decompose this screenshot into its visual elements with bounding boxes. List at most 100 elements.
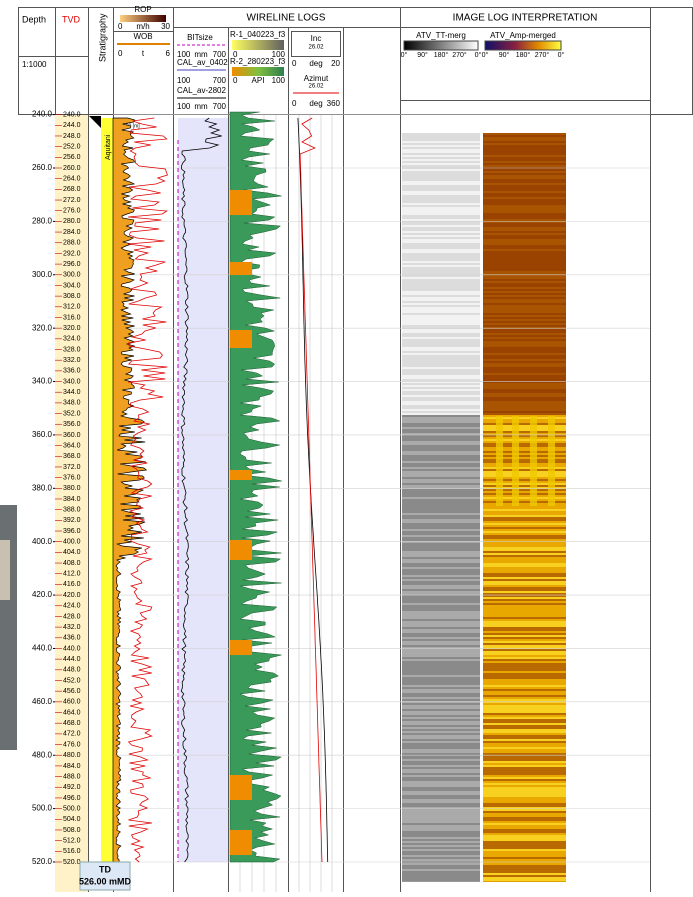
tvd-label: 504.0 [63,816,81,823]
tvd-label: 348.0 [63,400,81,407]
td-box [79,861,131,891]
scale-min: 0 [292,59,297,68]
scale-tick: 90° [499,51,510,59]
wob-curve [127,117,169,863]
scale-min: 0 [292,99,297,108]
scale-min: 100 [177,50,191,59]
formation-marker [89,116,101,128]
gr-sand [230,540,252,560]
azi-curve [299,117,323,863]
scale-min: 100 [177,76,191,85]
tvd-label: 376.0 [63,474,81,481]
tvd-label: 272.0 [63,197,81,204]
tvd-label: 356.0 [63,421,81,428]
td-label: TD [99,864,111,874]
curve-name: Azimut [304,74,329,83]
scale-max: 360 [327,99,341,108]
tvd-label: 248.0 [63,133,81,140]
scale-max: 100 [272,50,286,59]
tvd-label: 484.0 [63,763,81,770]
tvd-label: 468.0 [63,720,81,727]
tvd-label: 480.0 [63,752,81,759]
tvd-label: 424.0 [63,603,81,610]
scale-max: 700 [213,50,227,59]
scale-max: 20 [331,59,340,68]
tvd-label: 284.0 [63,229,81,236]
image-streak [512,416,519,506]
tvd-label: 264.0 [63,176,81,183]
header-label: TVD [62,14,81,24]
tvd-label: 368.0 [63,453,81,460]
depth-label: 240.0 [32,110,53,119]
section-title: WIRELINE LOGS [247,13,326,24]
tvd-label: 260.0 [63,165,81,172]
tvd-label: 300.0 [63,272,81,279]
tvd-label: 472.0 [63,731,81,738]
tvd-label: 320.0 [63,325,81,332]
rop-fill [112,117,148,863]
tvd-label: 456.0 [63,688,81,695]
depth-label: 280.0 [32,216,53,225]
tvd-label: 380.0 [63,485,81,492]
tvd-label: 464.0 [63,709,81,716]
gr-sand [230,640,252,655]
tvd-scale [55,115,88,892]
scale-tick: 0° [401,51,408,59]
tvd-label: 336.0 [63,368,81,375]
gr-fill [229,111,282,863]
image-streak [530,416,537,506]
tvd-label: 304.0 [63,282,81,289]
curve-name: CAL_av-2802 [177,86,226,95]
depth-label: 440.0 [32,644,53,653]
tvd-label: 416.0 [63,581,81,588]
scale-unit: m/h [136,22,149,31]
tvd-label: 268.0 [63,186,81,193]
scale-min: 0 [118,22,123,31]
scale-unit: mm [194,50,208,59]
section-title: IMAGE LOG INTERPRETATION [453,13,598,24]
color-bar [232,40,284,50]
depth-label: 260.0 [32,163,53,172]
scale-max: 6 [166,49,171,58]
scale-tick: 180° [516,51,531,59]
tvd-label: 344.0 [63,389,81,396]
scale-tick: 270° [452,51,467,59]
tvd-label: 372.0 [63,464,81,471]
depth-label: 520.0 [32,857,53,866]
scale-min: 0 [233,76,238,85]
scale-tick: 0° [558,51,565,59]
scale-tick: 180° [434,51,449,59]
tvd-label: 244.0 [63,122,81,129]
gr-sand [230,775,252,800]
image-streak [496,416,503,506]
scale-tick: 90° [417,51,428,59]
gr-sand [230,470,252,480]
curve-date: 26.02 [308,84,324,90]
td-depth: 526.00 mMD [79,876,132,886]
tvd-label: 364.0 [63,442,81,449]
tvd-label: 352.0 [63,410,81,417]
tvd-label: 332.0 [63,357,81,364]
formation-label: Aquitani [105,134,112,160]
color-bar [403,40,479,51]
tvd-label: 312.0 [63,304,81,311]
formation-bar [101,118,113,862]
curve-date: 26.02 [308,45,324,51]
curve-name: R-2_280223_f3 [230,57,286,66]
tvd-label: 460.0 [63,699,81,706]
gr-sand [230,830,252,855]
tvd-label: 404.0 [63,549,81,556]
scale-label: 1:1000 [22,60,47,69]
tvd-label: 508.0 [63,827,81,834]
tvd-label: 500.0 [63,805,81,812]
tvd-label: 400.0 [63,539,81,546]
curve-name: R-1_040223_f3 [230,30,286,39]
tvd-label: 492.0 [63,784,81,791]
header-label: Depth [22,14,46,24]
tvd-label: 444.0 [63,656,81,663]
scale-max: 700 [213,102,227,111]
depth-label: 500.0 [32,804,53,813]
depth-label: 340.0 [32,377,53,386]
tvd-label: 280.0 [63,218,81,225]
